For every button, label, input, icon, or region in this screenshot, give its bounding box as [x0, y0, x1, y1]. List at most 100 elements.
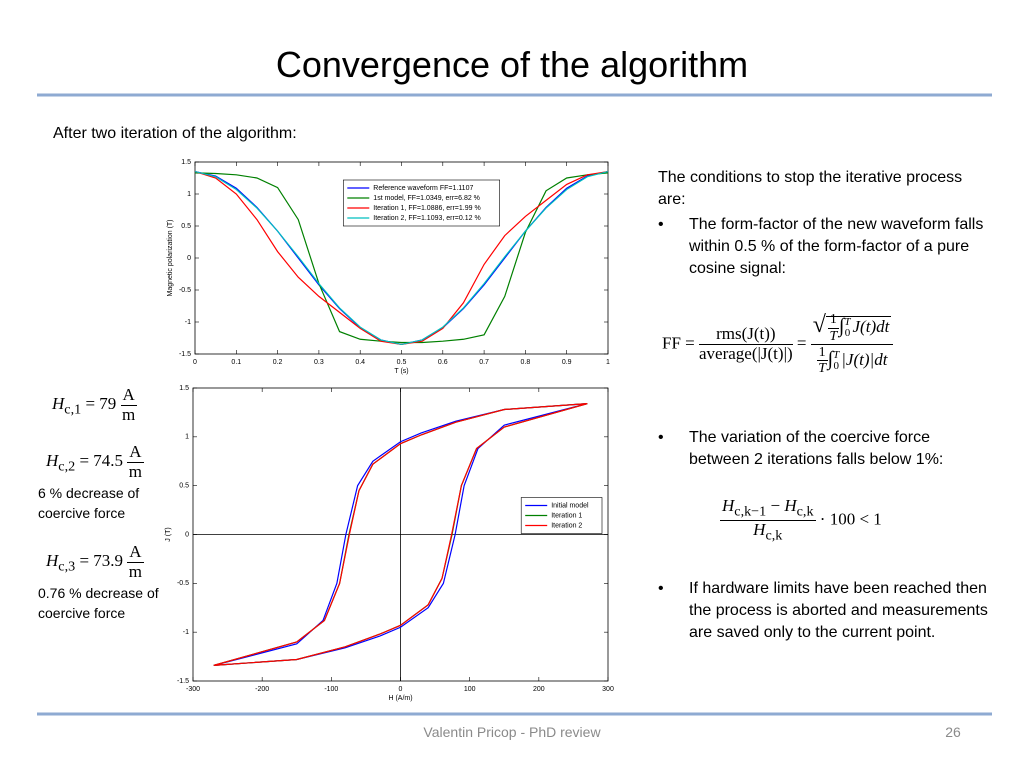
- y-tick-label: 1.5: [179, 385, 189, 392]
- y-tick-label: 0: [187, 255, 191, 262]
- x-tick-label: 0.6: [438, 359, 448, 366]
- y-tick-label: 0: [185, 531, 189, 538]
- subscript: c,k: [796, 503, 814, 520]
- x-tick-label: 200: [533, 686, 545, 693]
- legend-label: Iteration 2, FF=1.1093, err=0.12 %: [373, 215, 480, 222]
- x-tick-label: 0.7: [479, 359, 489, 366]
- legend-box: [342, 179, 500, 227]
- subscript: c,1: [64, 401, 82, 418]
- subscript: c,3: [58, 558, 76, 575]
- unit-num: A: [127, 442, 144, 463]
- x-tick-label: -100: [324, 686, 338, 693]
- sqrt-body: 1 T ∫ T 0 J(t)dt: [825, 312, 892, 344]
- x-tick-label: 0.5: [397, 359, 407, 366]
- y-tick-label: 0.5: [179, 483, 189, 490]
- lower: 0: [833, 359, 839, 372]
- x-tick-label: 300: [602, 686, 614, 693]
- value: = 74.5: [79, 451, 124, 471]
- hc-formula: Hc,k−1 − Hc,k Hc,k · 100 < 1: [720, 496, 882, 544]
- y-tick-label: -0.5: [177, 580, 189, 587]
- y-tick-label: 1.5: [181, 159, 191, 166]
- series-line: [194, 172, 609, 344]
- bullet: • If hardware limits have been reached th…: [658, 578, 993, 644]
- unit-num: A: [120, 385, 137, 406]
- bullet-text: If hardware limits have been reached the…: [689, 580, 988, 641]
- ff-frac2: √ 1 T ∫ T 0 J(t)dt 1 T ∫ T 0 |J(t)|dt: [810, 312, 894, 377]
- symbol: H: [46, 551, 59, 571]
- bullet-text: The variation of the coercive force betw…: [689, 429, 944, 468]
- right-intro: The conditions to stop the iterative pro…: [658, 169, 963, 208]
- upper: T: [844, 316, 851, 329]
- series-line: [213, 403, 588, 666]
- bullet-symbol: •: [658, 580, 664, 597]
- x-tick-label: 0.2: [273, 359, 283, 366]
- footer-text: Valentin Pricop - PhD review: [423, 724, 601, 740]
- subscript: c,k: [765, 527, 783, 544]
- value: = 73.9: [79, 551, 124, 571]
- x-tick-label: 1: [606, 359, 610, 366]
- x-axis-label: H (A/m): [388, 695, 412, 702]
- integrand: J(t)dt: [852, 317, 890, 336]
- y-axis-label: Magnetic polarization (T): [167, 219, 174, 296]
- legend-label: Iteration 1, FF=1.0886, err=1.99 %: [373, 205, 480, 212]
- unit-den: m: [128, 561, 143, 581]
- coef-num: 1: [827, 312, 839, 329]
- unit-den: m: [128, 461, 143, 481]
- coef-den: T: [829, 328, 838, 344]
- minus: −: [770, 496, 781, 515]
- intro-text: After two iteration of the algorithm:: [53, 125, 297, 142]
- bullet: • The variation of the coercive force bet…: [658, 427, 993, 471]
- ff-eq: =: [796, 333, 807, 353]
- x-tick-label: -200: [255, 686, 269, 693]
- ff-formula: FF = rms(J(t)) average(|J(t)|) = √ 1 T ∫ T 0 J(…: [662, 312, 894, 377]
- x-tick-label: -300: [186, 686, 200, 693]
- symbol: H: [52, 394, 65, 414]
- sqrt: √: [812, 312, 826, 338]
- x-tick-label: 0.4: [355, 359, 365, 366]
- symbol: H: [46, 451, 59, 471]
- integral: ∫: [838, 315, 845, 337]
- hc2-note: 6 % decrease of coercive force: [38, 485, 140, 521]
- unit-num: A: [127, 542, 144, 563]
- y-tick-label: -0.5: [179, 287, 191, 294]
- coef-den: T: [818, 361, 827, 377]
- y-tick-label: 1: [187, 191, 191, 198]
- bullet: • The form-factor of the new waveform fal…: [658, 214, 993, 280]
- bullet-text: The form-factor of the new waveform fall…: [689, 216, 984, 277]
- x-tick-label: 0.3: [314, 359, 324, 366]
- x-axis-label: T (s): [394, 368, 408, 375]
- x-tick-label: 0.1: [231, 359, 241, 366]
- y-tick-label: -1.5: [179, 351, 191, 358]
- symbol: H: [753, 519, 766, 539]
- ff-lhs: FF =: [662, 333, 695, 353]
- hc-tail: · 100 < 1: [819, 509, 882, 529]
- series-line: [194, 171, 609, 346]
- legend-label: Initial model: [551, 502, 589, 509]
- x-tick-label: 0: [193, 359, 197, 366]
- page-number: 26: [945, 724, 961, 740]
- y-tick-label: 1: [185, 434, 189, 441]
- bullet-symbol: •: [658, 216, 664, 233]
- x-tick-label: 100: [464, 686, 476, 693]
- x-tick-label: 0: [399, 686, 403, 693]
- legend-label: Reference waveform FF=1.1107: [373, 185, 473, 192]
- subscript: c,2: [58, 458, 76, 475]
- symbol: H: [722, 496, 735, 515]
- value: = 79: [85, 394, 117, 414]
- bullet-symbol: •: [658, 429, 664, 446]
- unit-den: m: [122, 404, 136, 424]
- ff-den: average(|J(t)|): [699, 343, 793, 363]
- x-tick-label: 0.9: [562, 359, 572, 366]
- y-tick-label: -1: [185, 319, 191, 326]
- y-tick-label: -1: [183, 629, 189, 636]
- upper: T: [833, 348, 840, 361]
- legend-label: 1st model, FF=1.0349, err=6.82 %: [373, 195, 480, 202]
- subscript: c,k−1: [734, 503, 767, 520]
- lower: 0: [844, 327, 851, 340]
